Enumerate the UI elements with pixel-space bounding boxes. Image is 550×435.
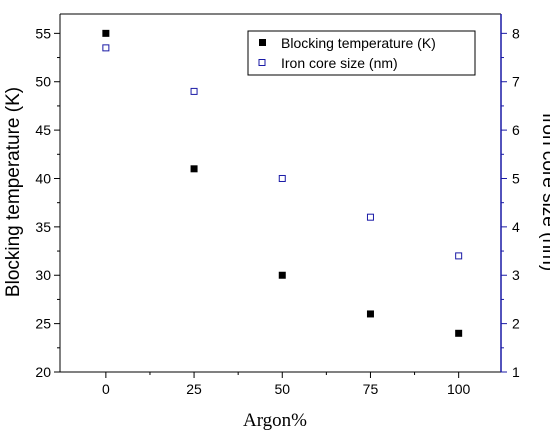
legend-marker-blocking-temperature <box>259 39 266 46</box>
data-point <box>455 329 463 337</box>
series-iron-core-size <box>102 44 463 260</box>
y2-tick-label: 3 <box>512 267 520 283</box>
y2-tick-label: 5 <box>512 170 520 186</box>
series-blocking-temperature <box>102 29 463 337</box>
y2-tick-label: 2 <box>512 316 520 332</box>
legend-label-blocking-temperature: Blocking temperature (K) <box>281 35 436 51</box>
data-point <box>366 310 374 318</box>
y2-tick-label: 1 <box>512 364 520 380</box>
y-tick-label: 40 <box>35 170 51 186</box>
y-axis-left-title: Blocking temperature (K) <box>3 87 24 297</box>
y2-tick-label: 8 <box>512 25 520 41</box>
y-axis-right-title: Iron core size (nm) <box>538 113 550 271</box>
legend-box <box>247 30 476 76</box>
y-tick-label: 30 <box>35 267 51 283</box>
legend-marker-iron-core-size <box>258 59 266 66</box>
plot-frame <box>59 13 502 373</box>
x-axis: 0 25 50 75 100 <box>102 372 471 397</box>
x-tick-label: 75 <box>363 381 379 397</box>
x-tick-label: 25 <box>186 381 202 397</box>
legend-label-iron-core-size: Iron core size (nm) <box>281 55 398 71</box>
y-axis-right: 1 2 3 4 5 6 7 8 <box>501 25 520 380</box>
data-point <box>278 271 286 279</box>
x-tick-label: 50 <box>274 381 290 397</box>
y2-tick-label: 6 <box>512 122 520 138</box>
y-tick-label: 50 <box>35 74 51 90</box>
x-tick-label: 0 <box>102 381 110 397</box>
y2-tick-label: 7 <box>512 74 520 90</box>
y-axis-left: 20 25 30 35 40 45 50 55 <box>35 25 60 380</box>
y-tick-label: 25 <box>35 316 51 332</box>
legend: Blocking temperature (K) Iron core size … <box>247 30 476 76</box>
y-tick-label: 20 <box>35 364 51 380</box>
series-layer <box>102 29 463 337</box>
x-axis-title: Argon% <box>243 410 307 431</box>
data-point <box>190 87 198 95</box>
data-point <box>102 44 110 52</box>
x-tick-label: 100 <box>447 381 471 397</box>
data-point <box>455 252 463 260</box>
y2-tick-label: 4 <box>512 219 520 235</box>
data-point <box>366 213 374 221</box>
data-point <box>190 165 198 173</box>
y-tick-label: 35 <box>35 219 51 235</box>
y-tick-label: 45 <box>35 122 51 138</box>
data-point <box>278 174 286 182</box>
data-point <box>102 29 110 37</box>
y-tick-label: 55 <box>35 25 51 41</box>
